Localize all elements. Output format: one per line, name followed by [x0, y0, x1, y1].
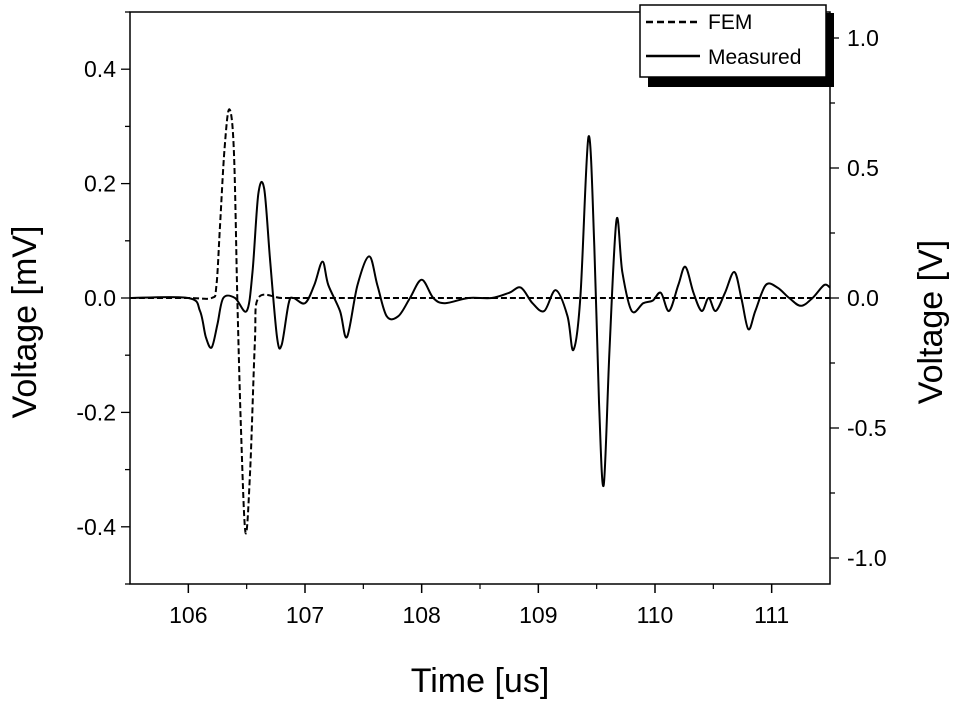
x-tick-label: 111: [754, 602, 789, 628]
y-axis-left-title: Voltage [mV]: [6, 226, 44, 419]
legend-box: [639, 4, 827, 78]
y-left-tick-label: -0.4: [76, 514, 116, 540]
plot-frame: [129, 11, 831, 585]
y-left-tick-label: 0.2: [84, 171, 116, 197]
x-tick-label: 110: [637, 602, 674, 628]
y-right-tick-label: 1.0: [847, 25, 879, 51]
y-left-tick-label: 0.0: [84, 285, 116, 311]
x-tick-label: 107: [286, 602, 324, 628]
tick-marks: [121, 11, 839, 593]
y-left-tick-label: -0.2: [76, 399, 116, 425]
series-lines: [129, 108, 831, 535]
x-tick-label: 108: [402, 602, 440, 628]
y-left-tick-label: 0.4: [84, 56, 116, 82]
x-tick-label: 109: [519, 602, 557, 628]
tick-labels: 106 107 108 109 110 111 0.4 0.2 0.0 -0.2 -0.4 1.0 0.…: [76, 25, 886, 628]
y-right-tick-label: -0.5: [847, 415, 887, 441]
y-right-tick-label: 0.0: [847, 285, 879, 311]
legend-label-measured: Measured: [708, 46, 801, 69]
y-right-tick-label: 0.5: [847, 155, 879, 181]
y-axis-right-title: Voltage [V]: [912, 240, 950, 404]
x-axis-title: Time [us]: [411, 662, 550, 700]
series-line-measured: [129, 135, 831, 488]
x-tick-label: 106: [169, 602, 207, 628]
legend: FEM Measured: [639, 4, 834, 87]
legend-label-fem: FEM: [708, 11, 752, 34]
series-line-fem: [129, 108, 830, 535]
y-right-tick-label: -1.0: [847, 545, 887, 571]
